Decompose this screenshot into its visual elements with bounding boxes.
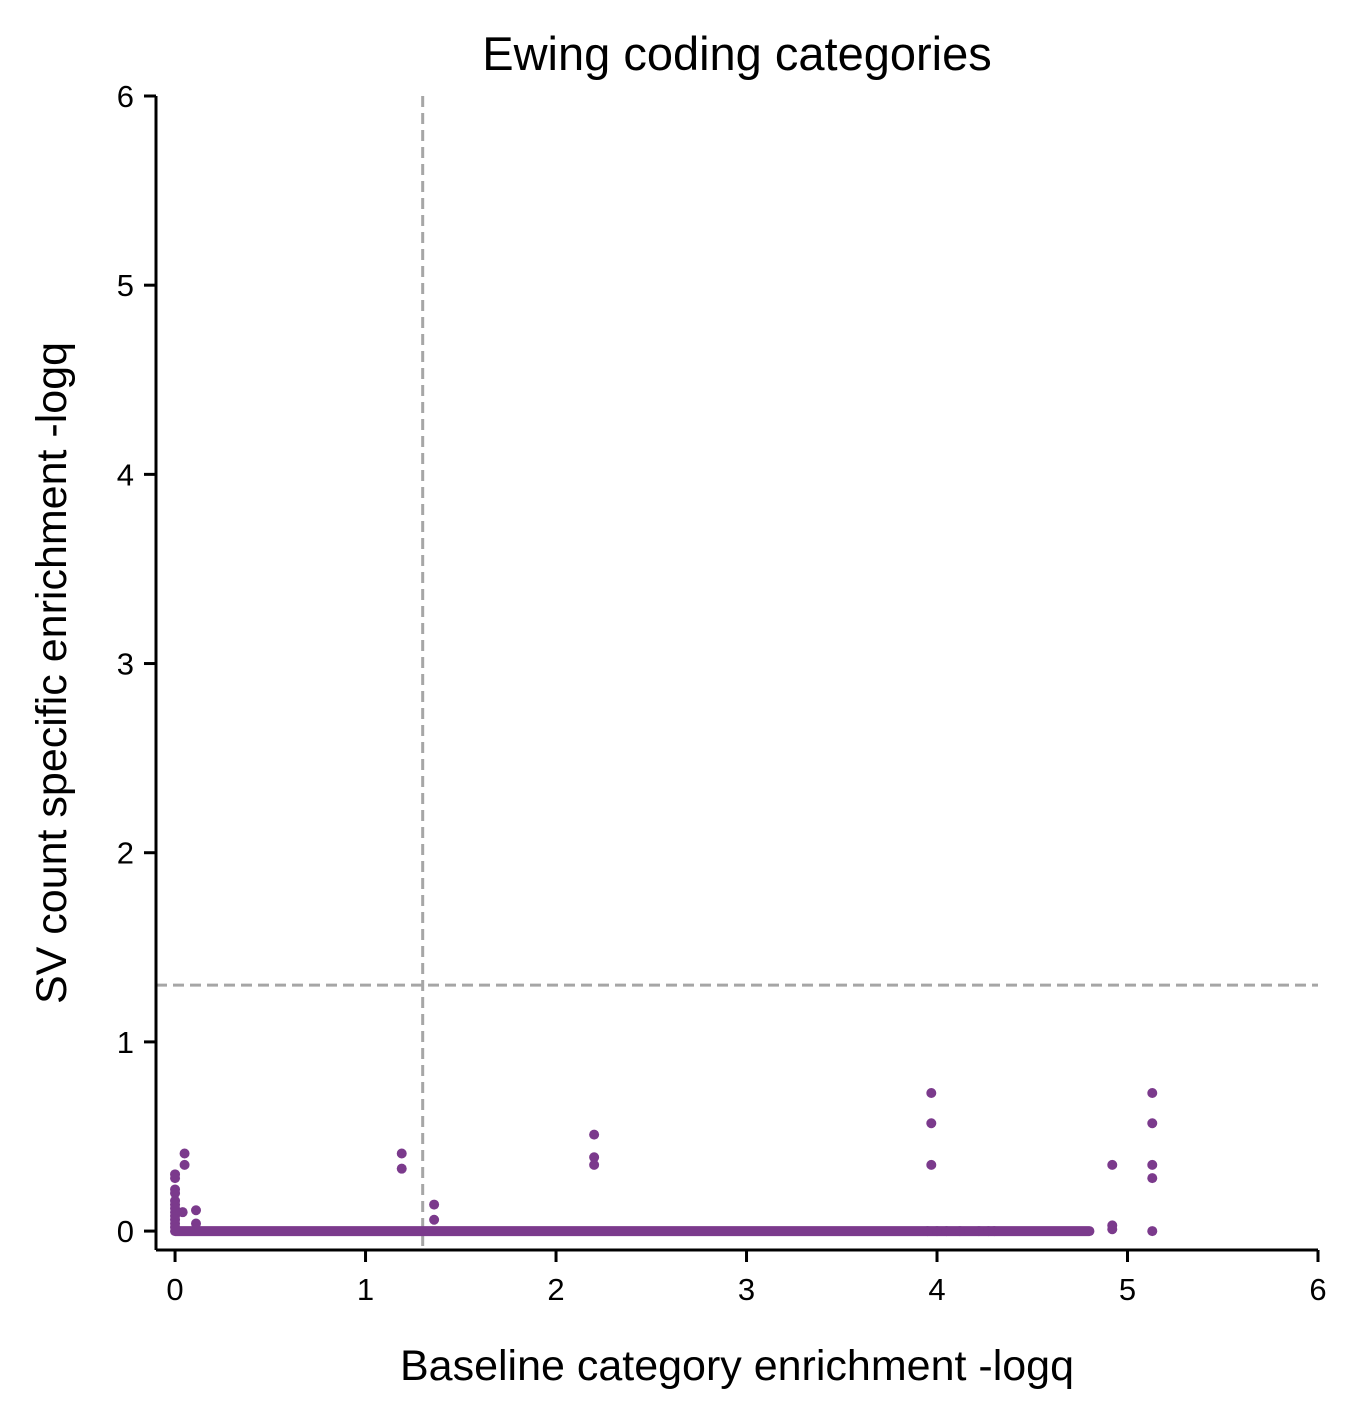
data-point xyxy=(1147,1173,1158,1184)
y-axis-ticks: 0 1 2 3 4 5 6 xyxy=(117,79,156,1249)
data-points xyxy=(170,1087,1158,1237)
data-point xyxy=(191,1205,202,1216)
data-point xyxy=(1107,1224,1118,1235)
y-tick-label: 6 xyxy=(117,79,134,114)
x-tick-label: 3 xyxy=(738,1272,755,1307)
y-tick-label: 1 xyxy=(117,1025,134,1060)
data-point xyxy=(926,1087,937,1098)
data-point xyxy=(170,1173,181,1184)
data-point xyxy=(177,1207,188,1218)
x-axis-ticks: 0 1 2 3 4 5 6 xyxy=(166,1250,1327,1307)
data-point xyxy=(170,1188,181,1199)
x-tick-label: 4 xyxy=(928,1272,945,1307)
x-axis-title: Baseline category enrichment -logq xyxy=(400,1342,1074,1390)
x-tick-label: 2 xyxy=(547,1272,564,1307)
y-tick-label: 0 xyxy=(117,1214,134,1249)
data-point xyxy=(954,1226,965,1237)
y-axis-title: SV count specific enrichment -logq xyxy=(28,342,76,1004)
y-tick-label: 4 xyxy=(117,457,134,492)
data-point xyxy=(989,1226,1000,1237)
data-point xyxy=(179,1148,190,1159)
x-tick-label: 6 xyxy=(1309,1272,1326,1307)
y-tick-label: 2 xyxy=(117,836,134,871)
x-tick-label: 0 xyxy=(166,1272,183,1307)
data-point xyxy=(1147,1159,1158,1170)
x-tick-label: 1 xyxy=(357,1272,374,1307)
data-point xyxy=(191,1218,202,1229)
y-tick-label: 5 xyxy=(117,268,134,303)
data-point xyxy=(922,1226,933,1237)
chart-title: Ewing coding categories xyxy=(482,27,991,80)
data-point xyxy=(589,1129,600,1140)
x-tick-label: 5 xyxy=(1119,1272,1136,1307)
data-point xyxy=(926,1159,937,1170)
y-tick-label: 3 xyxy=(117,647,134,682)
reference-lines xyxy=(156,96,1318,1250)
data-point xyxy=(429,1199,440,1210)
data-point xyxy=(926,1118,937,1129)
data-point xyxy=(396,1148,407,1159)
data-point xyxy=(1107,1159,1118,1170)
data-point xyxy=(941,1226,952,1237)
data-point xyxy=(179,1159,190,1170)
data-point xyxy=(932,1226,943,1237)
data-point xyxy=(1147,1087,1158,1098)
data-point xyxy=(1147,1118,1158,1129)
data-point xyxy=(396,1163,407,1174)
axes xyxy=(154,96,1318,1252)
data-point xyxy=(589,1152,600,1163)
data-point xyxy=(973,1226,984,1237)
data-point xyxy=(1147,1226,1158,1237)
data-point xyxy=(170,1222,181,1233)
data-point xyxy=(429,1214,440,1225)
data-point xyxy=(589,1159,600,1170)
